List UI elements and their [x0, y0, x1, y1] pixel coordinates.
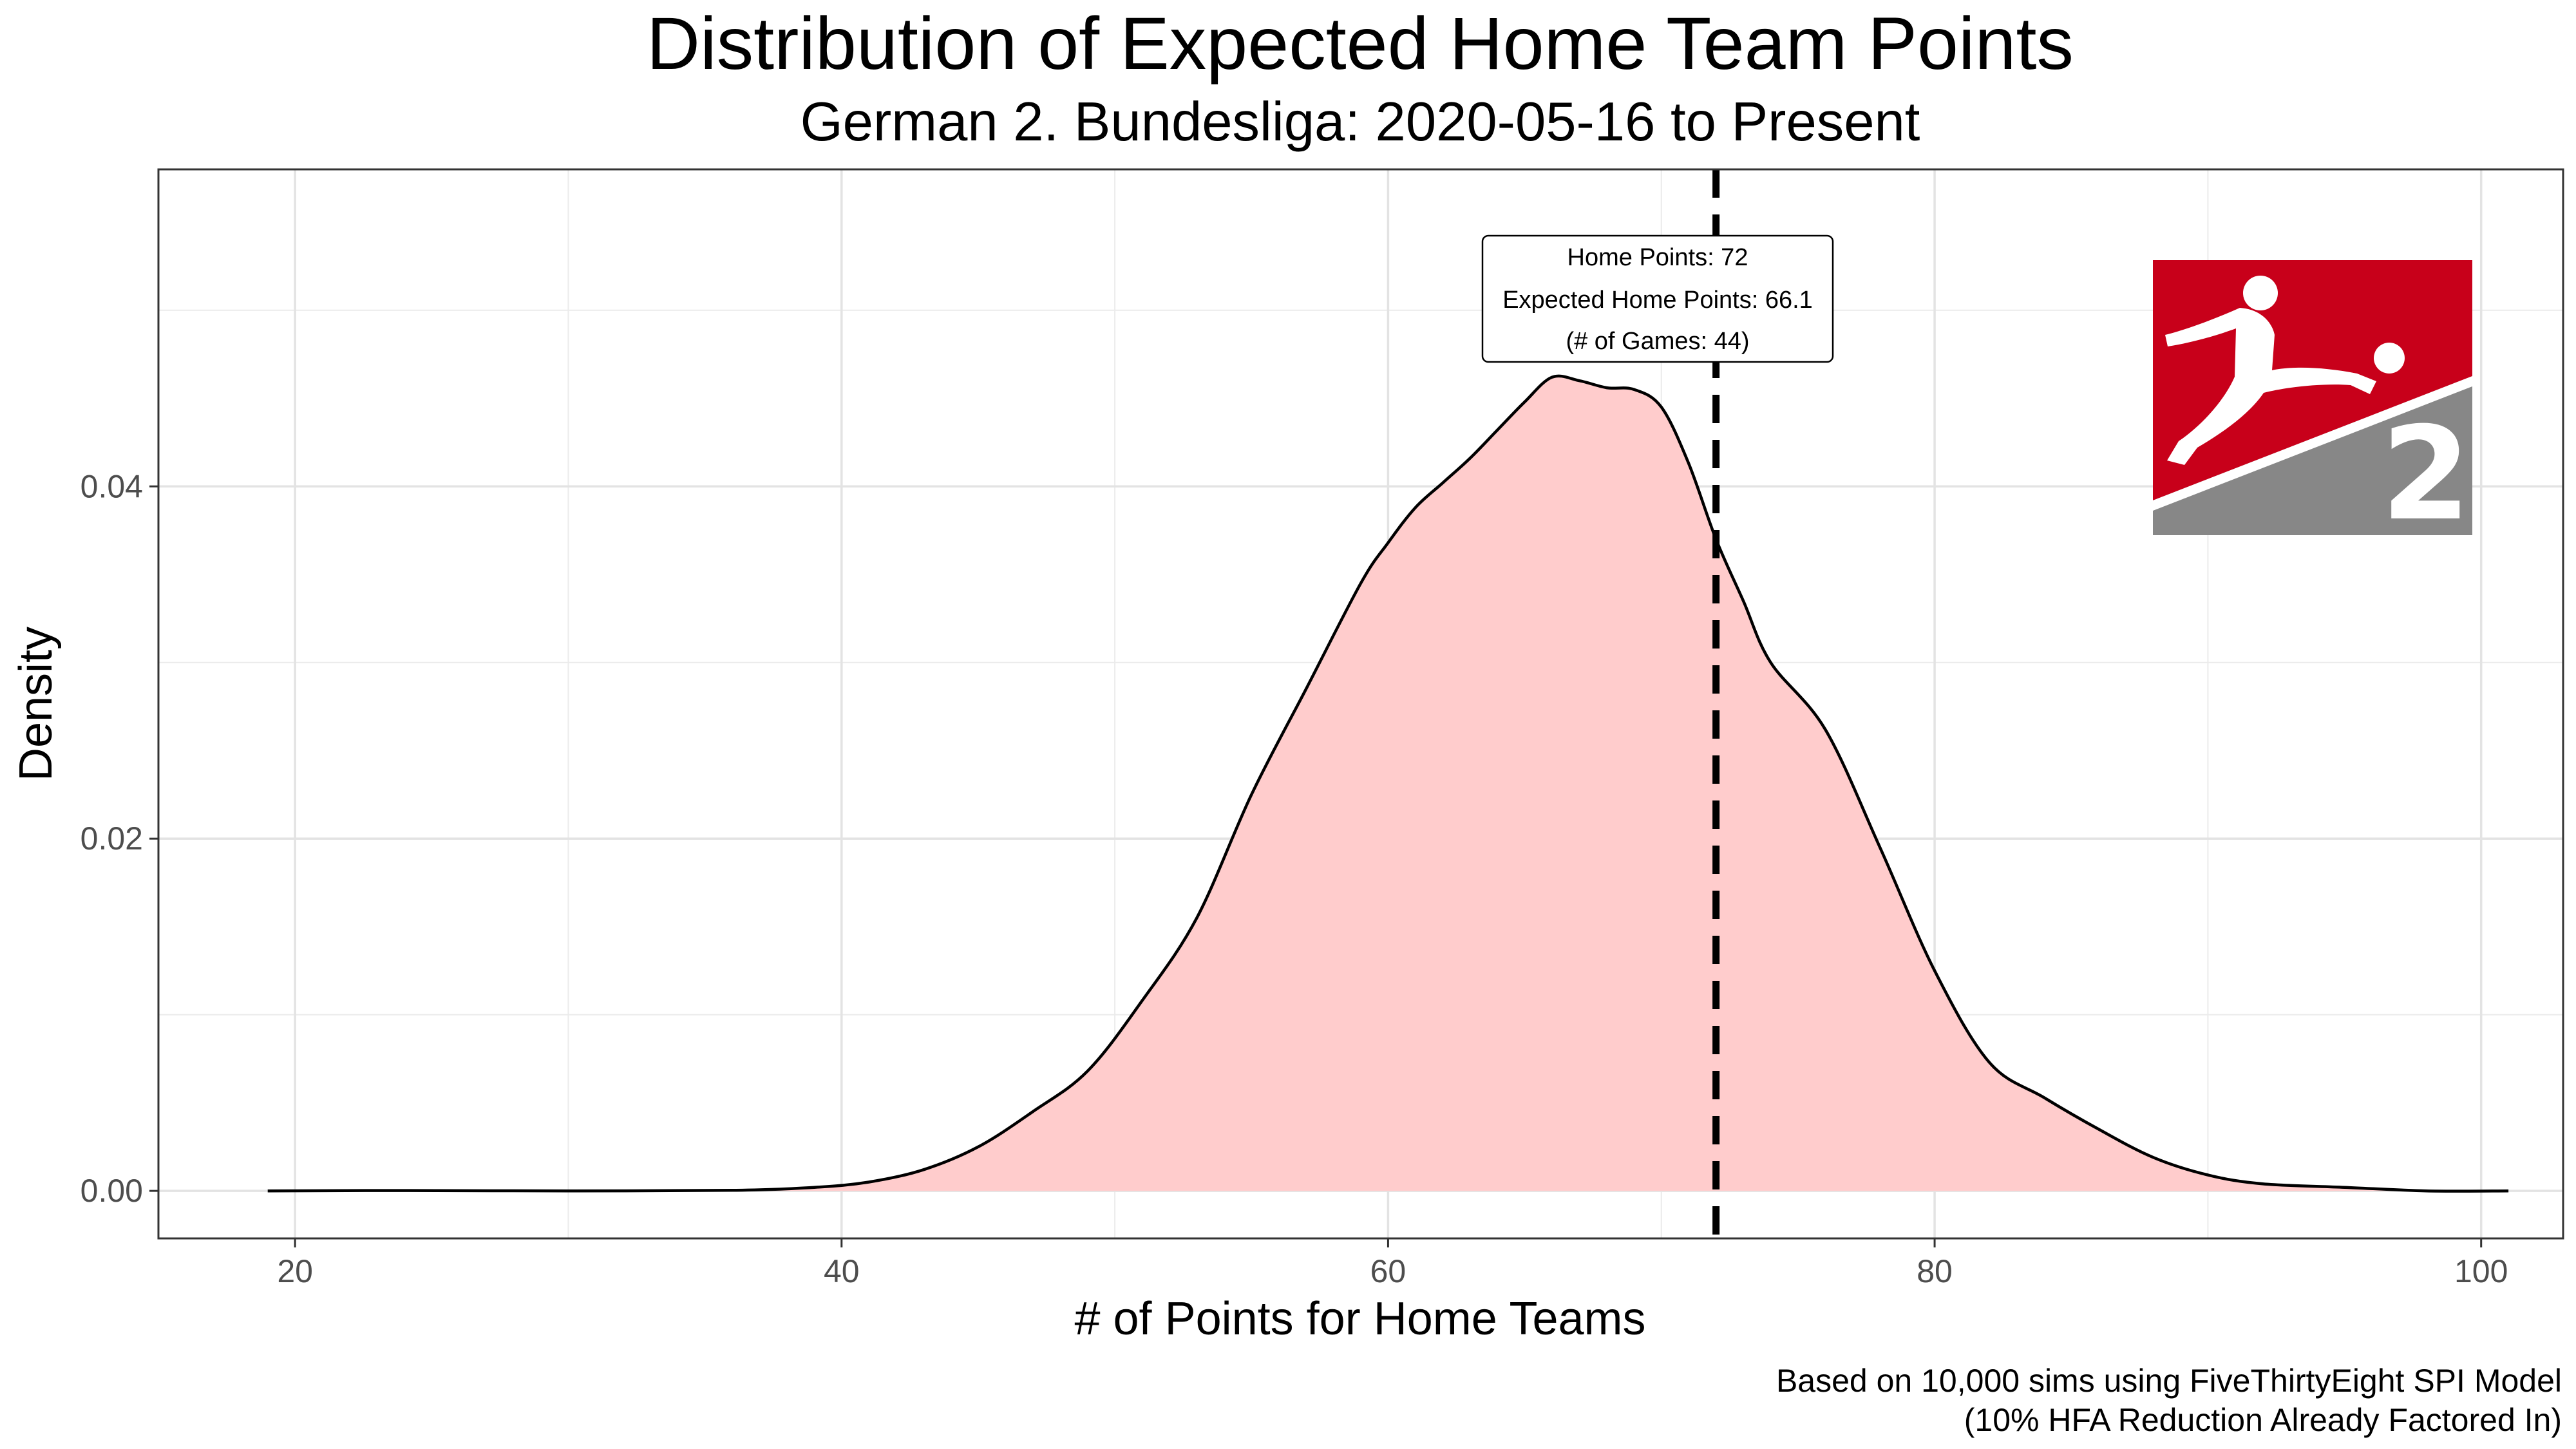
plot-panel: Home Points: 72 Expected Home Points: 66…	[157, 168, 2564, 1240]
y-tick-label: 0.04	[80, 468, 143, 504]
x-tick-label: 20	[277, 1253, 313, 1289]
density-curve	[267, 374, 2509, 1193]
y-tick-label: 0.02	[80, 820, 143, 857]
annotation-line-games: (# of Games: 44)	[1566, 328, 1749, 355]
annotation-box	[1481, 234, 1834, 363]
caption-line-2: (10% HFA Reduction Already Factored In)	[1964, 1402, 2562, 1438]
x-axis: 20 40 60 80 100	[277, 1238, 2508, 1289]
annotation-line-expected-points: Expected Home Points: 66.1	[1502, 287, 1813, 314]
y-axis: 0.00 0.02 0.04	[80, 468, 158, 1209]
x-tick-label: 100	[2454, 1253, 2508, 1289]
x-tick-label: 80	[1917, 1253, 1953, 1289]
x-tick-label: 60	[1370, 1253, 1406, 1289]
y-axis-title: Density	[10, 627, 62, 781]
panel-border	[157, 168, 2564, 1240]
density-area	[267, 375, 2509, 1191]
logo-player-figure-icon	[2165, 276, 2405, 465]
x-tick-label: 40	[824, 1253, 860, 1289]
y-tick-label: 0.00	[80, 1173, 143, 1209]
2-bundesliga-logo-icon: 2	[2153, 260, 2472, 549]
annotation-label: Home Points: 72 Expected Home Points: 66…	[1481, 234, 1834, 363]
chart-subtitle: German 2. Bundesliga: 2020-05-16 to Pres…	[800, 91, 1920, 153]
x-axis-title: # of Points for Home Teams	[1074, 1293, 1645, 1345]
logo-number: 2	[2381, 399, 2470, 549]
logo-divider	[2153, 376, 2472, 511]
annotation-line-home-points: Home Points: 72	[1567, 244, 1748, 271]
caption-line-1: Based on 10,000 sims using FiveThirtyEig…	[1776, 1363, 2562, 1399]
chart-title: Distribution of Expected Home Team Point…	[647, 3, 2074, 85]
